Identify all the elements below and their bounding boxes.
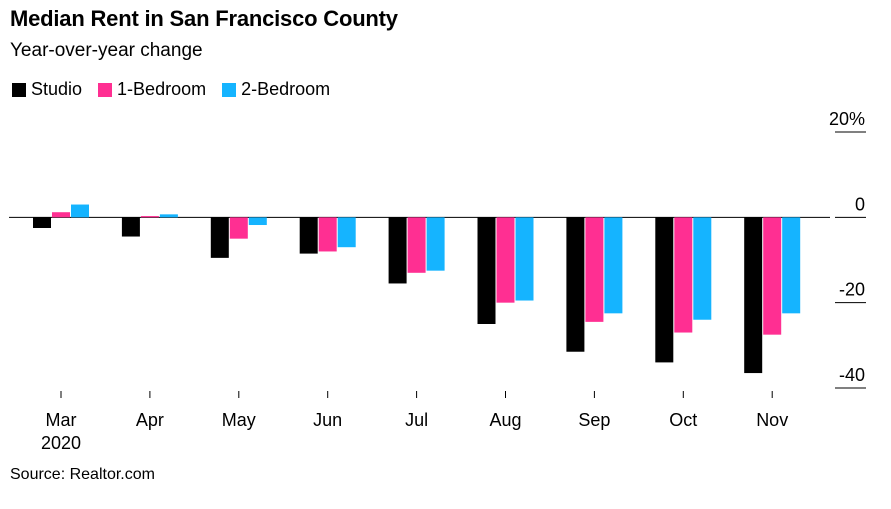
bar-2-bedroom-nov [782, 217, 801, 314]
x-tick-label: Jul [405, 410, 428, 430]
bar-1-bedroom-mar [52, 212, 70, 218]
bar-2-bedroom-aug [515, 217, 534, 301]
legend-label-1-bedroom: 1-Bedroom [117, 79, 207, 99]
bar-2-bedroom-jun [337, 217, 356, 248]
x-tick-label: Jun [313, 410, 342, 430]
x-tick-label: Nov [756, 410, 788, 430]
bar-2-bedroom-apr [159, 214, 178, 218]
bar-1-bedroom-jun [318, 217, 337, 252]
bar-2-bedroom-jul [426, 217, 445, 271]
legend-swatch-2-bedroom [222, 82, 237, 97]
x-tick-label: Oct [669, 410, 697, 430]
x-tick-label: Mar [46, 410, 77, 430]
y-tick-label: 20% [829, 109, 865, 129]
legend-swatch-studio [12, 82, 26, 97]
y-tick-label: -40 [839, 365, 865, 385]
bar-studio-jul [388, 217, 407, 284]
x-tick-label: Apr [136, 410, 164, 430]
bar-studio-sep [566, 217, 585, 352]
bar-1-bedroom-jul [407, 217, 426, 273]
bar-studio-jun [299, 217, 318, 254]
y-tick-label: -20 [839, 280, 865, 300]
bar-1-bedroom-nov [763, 217, 782, 335]
bar-studio-aug [477, 217, 496, 324]
bar-1-bedroom-aug [496, 217, 515, 303]
bar-1-bedroom-apr [140, 216, 159, 218]
legend: Studio 1-Bedroom 2-Bedroom [12, 79, 346, 100]
source-note: Source: Realtor.com [10, 466, 155, 483]
x-tick-label: May [222, 410, 256, 430]
legend-item-1-bedroom: 1-Bedroom [98, 79, 206, 100]
legend-label-studio: Studio [31, 79, 83, 99]
bar-studio-may [210, 217, 229, 258]
bar-1-bedroom-oct [674, 217, 693, 333]
bar-studio-apr [121, 217, 140, 237]
legend-label-2-bedroom: 2-Bedroom [241, 79, 331, 99]
bar-studio-nov [744, 217, 763, 374]
x-tick-label: Sep [578, 410, 610, 430]
x-tick-label: Aug [489, 410, 521, 430]
y-tick-label: 0 [855, 194, 865, 214]
legend-swatch-1-bedroom [98, 82, 113, 97]
legend-item-studio: Studio [12, 79, 82, 100]
bar-1-bedroom-may [229, 217, 248, 239]
chart-title: Median Rent in San Francisco County [10, 6, 398, 31]
legend-item-2-bedroom: 2-Bedroom [222, 79, 330, 100]
bar-studio-oct [655, 217, 674, 363]
bar-studio-mar [33, 217, 51, 228]
x-tick-sublabel: 2020 [41, 433, 81, 453]
chart-subtitle: Year-over-year change [10, 40, 203, 61]
bar-2-bedroom-mar [71, 204, 89, 218]
bar-2-bedroom-oct [693, 217, 712, 320]
bar-1-bedroom-sep [585, 217, 604, 322]
bar-2-bedroom-sep [604, 217, 623, 314]
bar-2-bedroom-may [248, 217, 267, 226]
